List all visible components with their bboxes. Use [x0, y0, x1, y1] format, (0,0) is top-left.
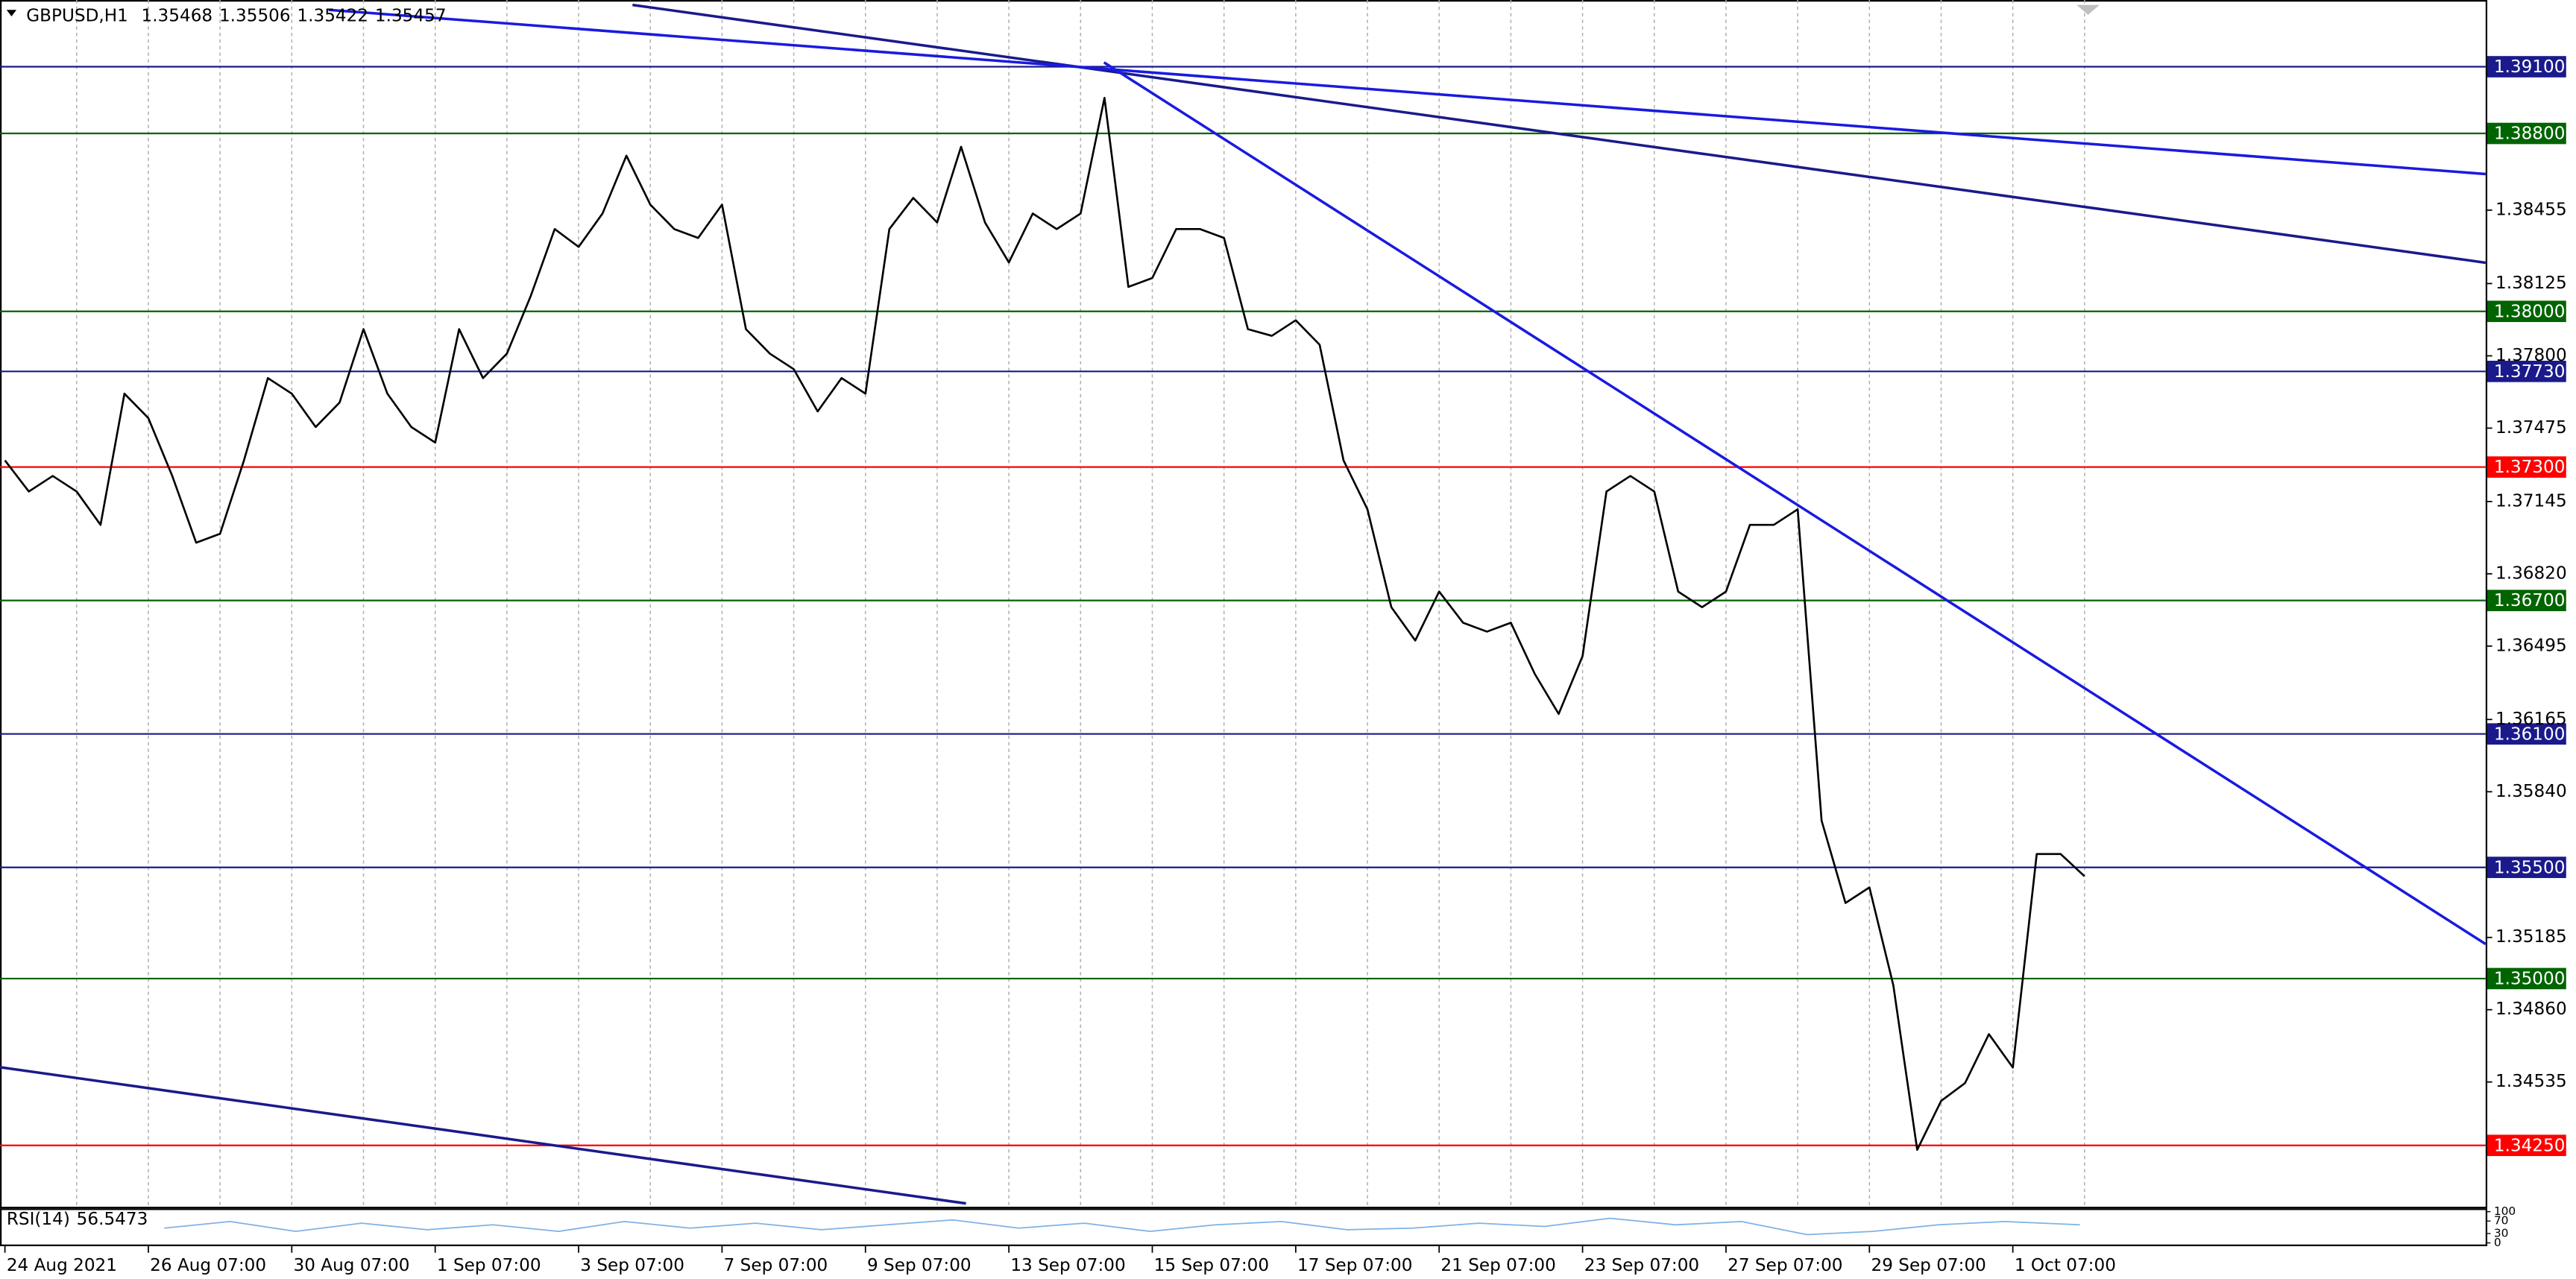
y-tick-label: 1.34535: [2495, 1072, 2567, 1091]
level-label: 1.34250: [2494, 1136, 2566, 1155]
y-tick-label: 1.35185: [2495, 927, 2567, 947]
level-label-box: [2487, 456, 2566, 478]
level-label-box: [2487, 590, 2566, 611]
rsi-value: 56.5473: [77, 1210, 148, 1229]
x-tick-label: 9 Sep 07:00: [867, 1256, 971, 1275]
x-tick-label: 13 Sep 07:00: [1010, 1256, 1125, 1275]
level-label-box: [2487, 967, 2566, 990]
rsi-panel-frame: [0, 1208, 2488, 1246]
scroll-marker: [2076, 4, 2100, 15]
level-label-box: [2487, 723, 2566, 745]
grid: [76, 0, 2085, 1207]
level-label: 1.37730: [2494, 362, 2566, 382]
price-line: [4, 96, 2085, 1152]
rsi-tick-label: 100: [2494, 1204, 2516, 1218]
rsi-tick-label: 70: [2494, 1214, 2509, 1228]
header-close: 1.35457: [375, 7, 447, 26]
x-tick-label: 21 Sep 07:00: [1440, 1256, 1555, 1275]
axes: 24 Aug 2021 26 Aug 07:00 30 Aug 07:00 1 Sep…: [4, 200, 2567, 1275]
y-tick-label: 1.36165: [2495, 710, 2567, 729]
level-label: 1.36700: [2494, 591, 2566, 610]
trend-line: [632, 3, 2487, 265]
series: [4, 96, 2085, 1152]
level-label: 1.39100: [2494, 57, 2566, 77]
level-label: 1.38000: [2494, 302, 2566, 321]
trend-line: [1103, 61, 2487, 946]
x-tick-label: 17 Sep 07:00: [1297, 1256, 1412, 1275]
symbol: GBPUSD,H1: [26, 7, 128, 26]
y-tick-label: 1.35840: [2495, 782, 2567, 801]
level-label: 1.36100: [2494, 724, 2566, 744]
header-low: 1.35422: [297, 7, 368, 26]
y-tick-label: 1.37800: [2495, 346, 2567, 365]
header-arrow: [6, 10, 17, 17]
header-open: 1.35468: [141, 7, 212, 26]
x-tick-label: 15 Sep 07:00: [1154, 1256, 1269, 1275]
level-label-box: [2487, 1134, 2566, 1157]
header-high: 1.35506: [219, 7, 291, 26]
x-tick-label: 23 Sep 07:00: [1584, 1256, 1699, 1275]
x-tick-label: 1 Oct 07:00: [2015, 1256, 2116, 1275]
level-label-box: [2487, 300, 2566, 323]
x-tick-label: 29 Sep 07:00: [1871, 1256, 1986, 1275]
x-tick-label: 27 Sep 07:00: [1728, 1256, 1842, 1275]
level-label: 1.35500: [2494, 858, 2566, 877]
x-tick-label: 7 Sep 07:00: [724, 1256, 828, 1275]
x-tick-label: 1 Sep 07:00: [437, 1256, 541, 1275]
rsi-tick-label: 30: [2494, 1226, 2509, 1239]
y-tick-label: 1.36820: [2495, 563, 2567, 583]
level-label-box: [2487, 56, 2566, 78]
x-tick-label: 3 Sep 07:00: [580, 1256, 684, 1275]
trend-lines: [0, 3, 2487, 1205]
trend-line: [0, 1066, 966, 1205]
level-label: 1.37300: [2494, 458, 2566, 477]
level-label: 1.35000: [2494, 970, 2566, 989]
x-tick-label: 24 Aug 2021: [7, 1256, 117, 1275]
y-tick-label: 1.34860: [2495, 999, 2567, 1019]
x-tick-label: 26 Aug 07:00: [150, 1256, 266, 1275]
rsi-line: [164, 1217, 2080, 1236]
x-tick-label: 30 Aug 07:00: [294, 1256, 410, 1275]
main-panel-frame: [0, 0, 2488, 1209]
y-tick-label: 1.37145: [2495, 491, 2567, 511]
level-label-box: [2487, 122, 2566, 145]
level-label: 1.38800: [2494, 124, 2566, 144]
rsi-tick-label: 0: [2494, 1236, 2501, 1249]
trend-line: [328, 8, 2486, 176]
y-tick-label: 1.38125: [2495, 274, 2567, 293]
rsi-label: RSI(14): [7, 1210, 70, 1229]
y-tick-label: 1.36495: [2495, 636, 2567, 655]
level-label-box: [2487, 360, 2566, 382]
y-tick-label: 1.38455: [2495, 200, 2567, 219]
level-label-box: [2487, 856, 2566, 879]
y-tick-label: 1.37475: [2495, 418, 2567, 438]
levels: 1.39100 1.38800 1.38000 1.37730 1.37300 1.367…: [0, 56, 2566, 1157]
